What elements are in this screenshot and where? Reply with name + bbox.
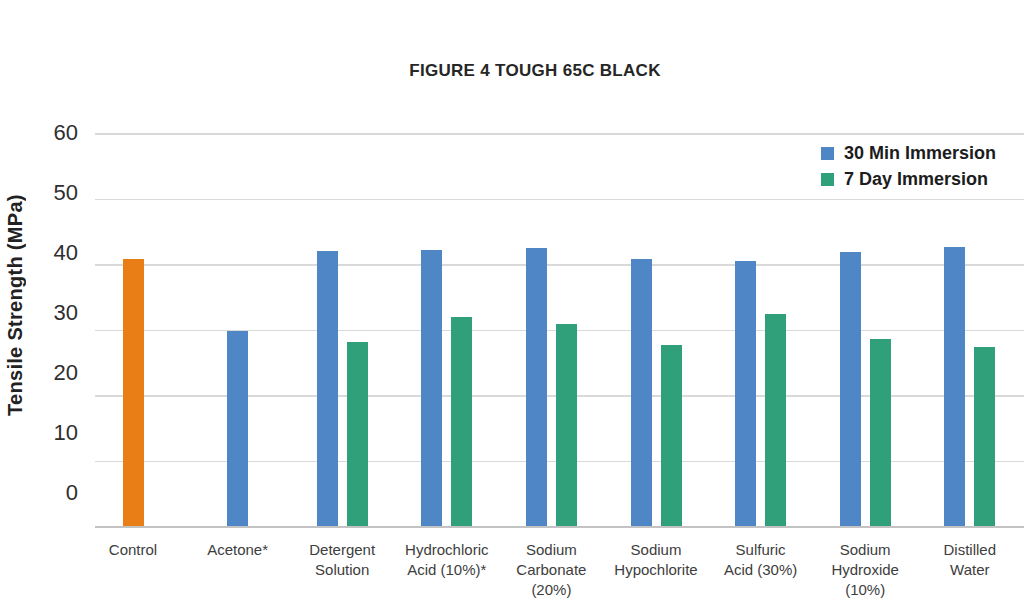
x-category-label-line: Carbonate	[495, 560, 607, 580]
bar-sodium-carbonate-20-30-min-immersion	[526, 248, 547, 526]
x-category-label-line: Water	[914, 560, 1024, 580]
x-category-label-line: Hydroxide	[809, 560, 921, 580]
bar-hydrochloric-acid-10-7-day-immersion	[451, 317, 472, 526]
bar-sulfuric-acid-30-30-min-immersion	[735, 261, 756, 526]
bar-group-9	[918, 247, 1022, 526]
bar-sulfuric-acid-30-7-day-immersion	[765, 314, 786, 526]
bar-sodium-hydroxide-10-30-min-immersion	[840, 252, 861, 526]
x-category-label-line: Detergent	[286, 540, 398, 560]
x-category-label-3: DetergentSolution	[286, 540, 398, 580]
x-category-label-line: Hydrochloric	[391, 540, 503, 560]
x-category-label-line: (10%)	[809, 580, 921, 600]
plot-area	[95, 133, 1024, 528]
x-category-label-8: SodiumHydroxide(10%)	[809, 540, 921, 599]
bar-group-3	[290, 251, 394, 526]
bar-group-2	[186, 331, 290, 526]
bar-control-30-min-immersion	[123, 259, 144, 526]
y-tick-label-0: 0	[20, 480, 78, 506]
y-tick-label-10: 10	[20, 420, 78, 446]
x-category-label-line: Distilled	[914, 540, 1024, 560]
bar-sodium-carbonate-20-7-day-immersion	[556, 324, 577, 526]
x-category-label-line: Control	[77, 540, 189, 560]
bar-distilled-water-7-day-immersion	[974, 347, 995, 526]
bar-group-8	[813, 252, 917, 526]
bar-hydrochloric-acid-10-30-min-immersion	[421, 250, 442, 526]
x-category-label-line: Acid (10%)*	[391, 560, 503, 580]
x-category-label-5: SodiumCarbonate(20%)	[495, 540, 607, 599]
x-category-label-line: Hypochlorite	[600, 560, 712, 580]
x-category-label-line: Acetone*	[182, 540, 294, 560]
y-tick-label-30: 30	[20, 300, 78, 326]
bar-sodium-hypochlorite-7-day-immersion	[661, 345, 682, 526]
bar-group-7	[709, 261, 813, 526]
x-category-label-line: Sulfuric	[705, 540, 817, 560]
x-category-label-2: Acetone*	[182, 540, 294, 560]
x-category-label-line: Sodium	[809, 540, 921, 560]
x-category-label-4: HydrochloricAcid (10%)*	[391, 540, 503, 580]
bar-acetone-30-min-immersion	[227, 331, 248, 526]
chart-title: FIGURE 4 TOUGH 65C BLACK	[95, 61, 975, 81]
x-category-label-line: Solution	[286, 560, 398, 580]
y-tick-label-20: 20	[20, 360, 78, 386]
gridline-50	[95, 199, 1024, 201]
x-category-label-9: DistilledWater	[914, 540, 1024, 580]
x-category-label-1: Control	[77, 540, 189, 560]
x-category-label-7: SulfuricAcid (30%)	[705, 540, 817, 580]
bar-group-5	[499, 248, 603, 526]
bar-distilled-water-30-min-immersion	[944, 247, 965, 526]
bar-group-6	[604, 259, 708, 526]
y-tick-label-50: 50	[20, 180, 78, 206]
x-category-label-line: Acid (30%)	[705, 560, 817, 580]
bar-sodium-hypochlorite-30-min-immersion	[631, 259, 652, 526]
x-category-label-line: (20%)	[495, 580, 607, 600]
bar-detergent-solution-7-day-immersion	[347, 342, 368, 526]
x-category-label-line: Sodium	[495, 540, 607, 560]
y-tick-label-60: 60	[20, 120, 78, 146]
y-tick-label-40: 40	[20, 240, 78, 266]
x-category-label-6: SodiumHypochlorite	[600, 540, 712, 580]
bar-group-1	[81, 259, 185, 526]
gridline-60	[95, 133, 1024, 135]
bar-sodium-hydroxide-10-7-day-immersion	[870, 339, 891, 526]
bar-group-4	[395, 250, 499, 526]
chart-figure: FIGURE 4 TOUGH 65C BLACK Tensile Strengt…	[0, 0, 1024, 614]
x-category-label-line: Sodium	[600, 540, 712, 560]
bar-detergent-solution-30-min-immersion	[317, 251, 338, 526]
